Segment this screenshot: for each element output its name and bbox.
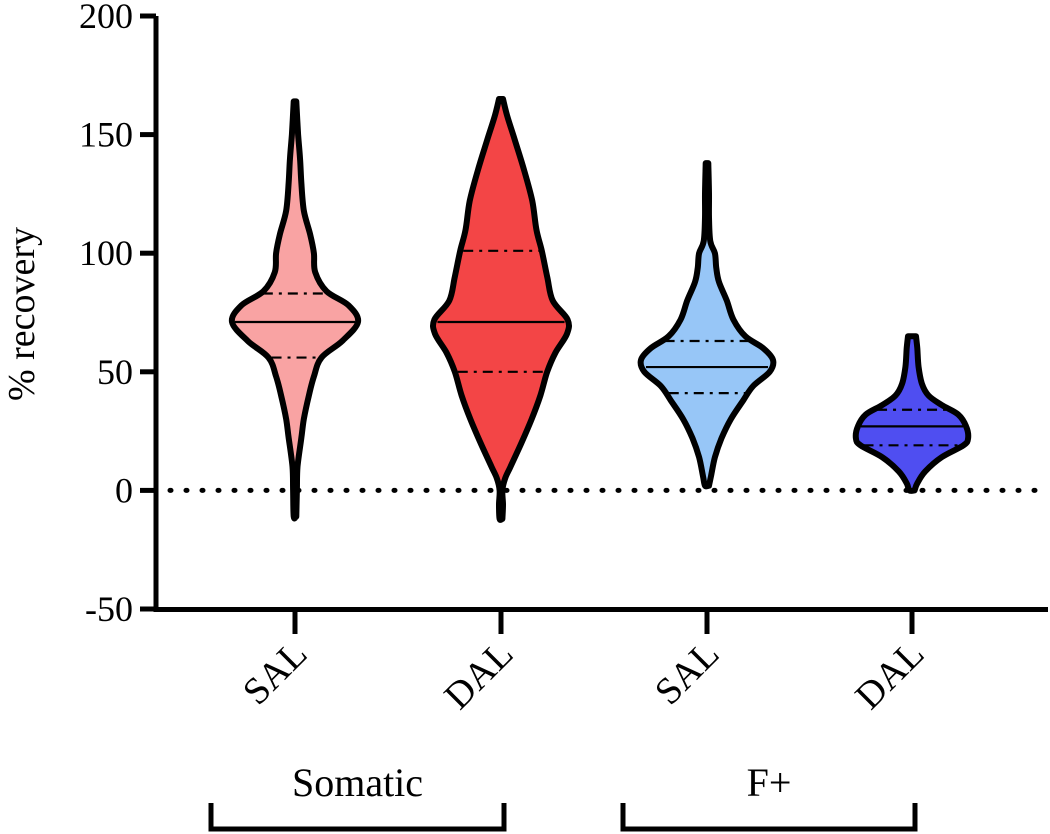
y-tick-label: -50 — [85, 589, 133, 629]
plot-area — [167, 96, 1038, 523]
group-bracket — [620, 803, 918, 832]
violin-body — [430, 96, 572, 523]
violin-body — [852, 333, 972, 494]
tick-labels: -50 0 50 100 150 200 — [79, 0, 156, 629]
y-axis-title: % recovery — [1, 227, 43, 401]
y-tick-label: 0 — [115, 470, 133, 510]
group-label: F+ — [747, 760, 792, 805]
y-tick-label: 50 — [97, 352, 133, 392]
axes — [153, 16, 1048, 612]
y-tick-label: 150 — [79, 115, 133, 155]
x-category-label: DAL — [847, 633, 932, 718]
group-label: Somatic — [292, 760, 423, 805]
violin-group — [637, 160, 777, 490]
group-brackets: Somatic F+ — [208, 760, 918, 832]
group-bracket — [208, 803, 507, 832]
x-category-label: SAL — [235, 633, 315, 713]
y-tick-label: 100 — [79, 233, 133, 273]
violin-group — [852, 333, 972, 494]
violin-body — [637, 160, 777, 490]
x-category-label: SAL — [647, 633, 727, 713]
x-category-label: DAL — [436, 633, 521, 718]
y-tick-label: 200 — [79, 0, 133, 36]
violin-body — [228, 98, 362, 522]
violin-group — [430, 96, 572, 523]
violin-group — [228, 98, 362, 522]
category-labels: SAL DAL SAL DAL — [235, 610, 932, 718]
